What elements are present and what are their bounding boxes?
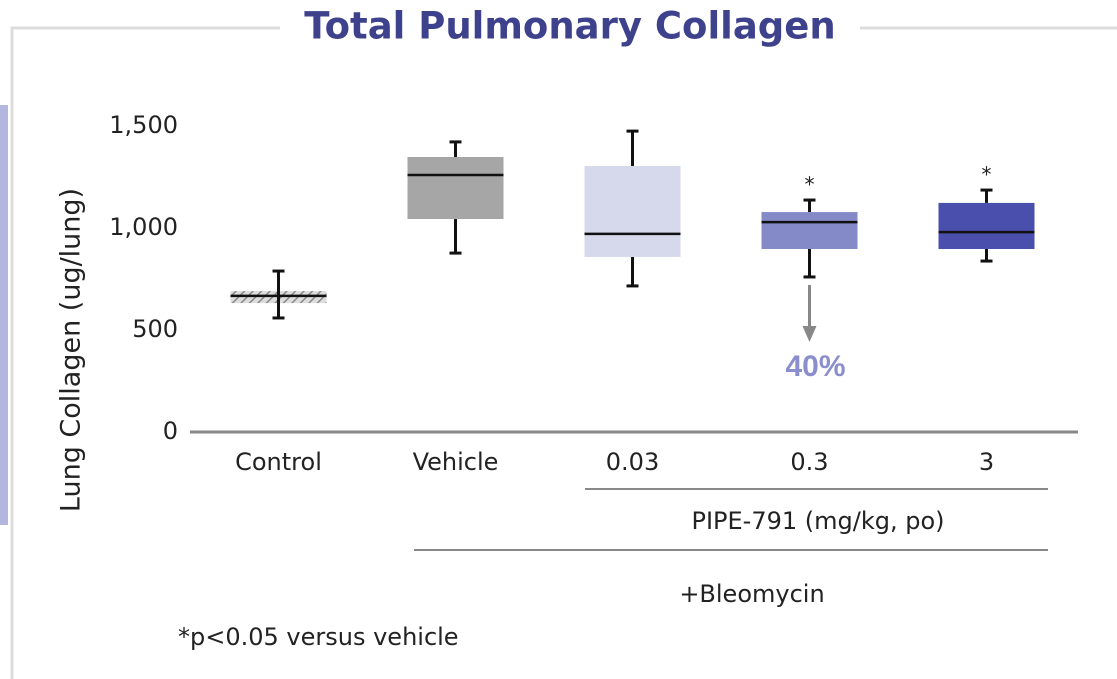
x-tick-label: 0.3 (790, 448, 828, 476)
frame (10, 26, 1117, 679)
y-tick-label: 0 (163, 417, 178, 445)
group-label: PIPE-791 (mg/kg, po) (691, 507, 944, 535)
side-bar (0, 105, 8, 525)
chart-title: Total Pulmonary Collagen (304, 5, 835, 48)
box (407, 157, 504, 220)
box (938, 202, 1035, 250)
footnote: *p<0.05 versus vehicle (178, 623, 459, 651)
significance-marker: * (805, 173, 815, 197)
y-tick-label: 1,500 (109, 111, 178, 139)
y-tick-label: 1,000 (109, 213, 178, 241)
annotation: 40% (785, 350, 845, 383)
y-axis-label: Lung Collagen (ug/lung) (56, 188, 87, 512)
significance-marker: * (982, 163, 992, 187)
y-tick-label: 500 (132, 315, 178, 343)
x-tick-label: 0.03 (606, 448, 659, 476)
group-label: +Bleomycin (679, 580, 824, 608)
box (761, 212, 858, 250)
x-tick-label: 3 (979, 448, 994, 476)
x-tick-label: Control (235, 448, 322, 476)
arrow-head (802, 326, 817, 342)
x-tick-label: Vehicle (413, 448, 499, 476)
box (584, 165, 681, 257)
